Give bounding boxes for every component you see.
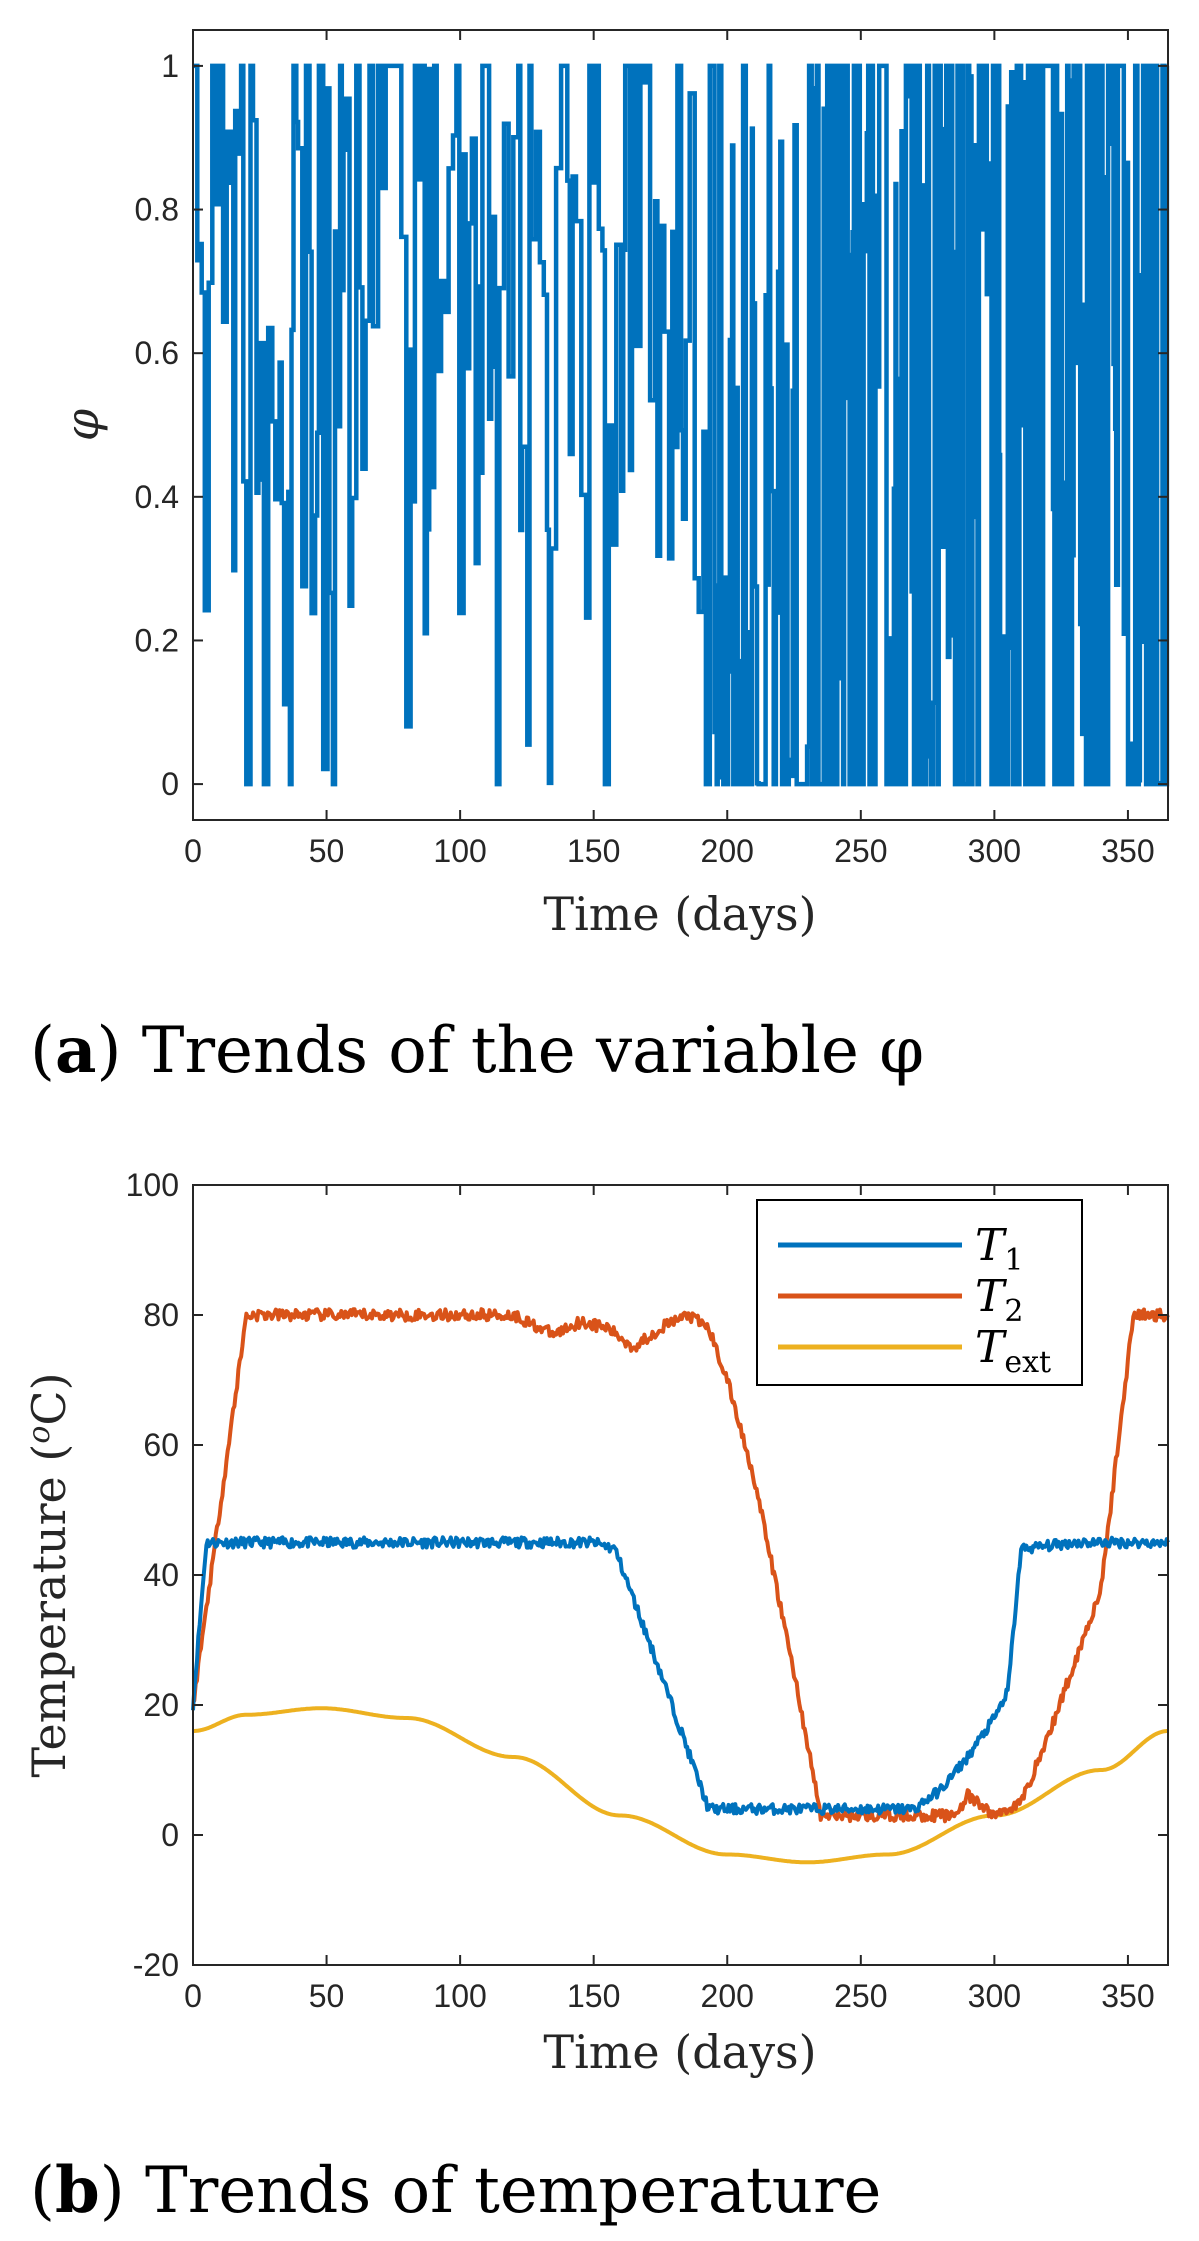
series-t1-line (191, 1535, 1170, 1816)
b-ytick-label-2: 20 (143, 1687, 179, 1723)
b-xtick-label-7: 350 (1101, 1978, 1154, 2014)
b-xtick-label-0: 0 (184, 1978, 202, 2014)
legend: T1 T2 Text (756, 1199, 1083, 1386)
a-ytick-label-5: 1 (161, 48, 179, 84)
legend-label-text: Text (975, 1322, 1051, 1380)
a-xtick-label-1: 50 (309, 833, 345, 869)
a-ytick-label-4: 0.8 (135, 192, 179, 228)
a-xtick-label-5: 250 (834, 833, 887, 869)
y-axis-label-a: φ (55, 408, 109, 441)
x-ticks-a: 0 50 100 150 200 250 300 350 (184, 30, 1155, 869)
caption-letter-b: b (55, 2153, 100, 2228)
a-xtick-label-6: 300 (968, 833, 1021, 869)
legend-entry-t1: T1 (778, 1220, 1023, 1278)
a-xtick-label-7: 350 (1101, 833, 1154, 869)
ylabel-part-1: Temperature ( (22, 1444, 76, 1778)
legend-entry-t2: T2 (778, 1271, 1023, 1329)
y-axis-label-b: Temperature (oC) (22, 1372, 76, 1777)
x-axis-label-a: Time (days) (543, 887, 816, 941)
b-ytick-label-6: 100 (126, 1167, 179, 1203)
caption-a: (a) Trends of the variable φ (30, 1013, 924, 1088)
ylabel-part-2: o (22, 1426, 57, 1444)
legend-label-t2: T2 (975, 1271, 1023, 1329)
caption-text-b: Trends of temperature (125, 2154, 882, 2228)
caption-letter-a: a (55, 1013, 96, 1088)
a-xtick-label-3: 150 (567, 833, 620, 869)
chart-phi: 0 50 100 150 200 250 300 350 0 0.2 0.4 0.6 0.8 1 Tim… (30, 29, 1170, 1088)
phi-series-group (193, 63, 1170, 787)
caption-b: (b) Trends of temperature (30, 2153, 881, 2228)
x-axis-label-b: Time (days) (543, 2025, 816, 2079)
a-xtick-label-2: 100 (433, 833, 486, 869)
a-ytick-label-3: 0.6 (135, 335, 179, 371)
legend-label-t1: T1 (975, 1220, 1023, 1278)
b-ytick-label-5: 80 (143, 1297, 179, 1333)
x-ticks-b: 0 50 100 150 200 250 300 350 (184, 1185, 1155, 2014)
b-xtick-label-5: 250 (834, 1978, 887, 2014)
legend-box (756, 1199, 1083, 1386)
legend-entry-text: Text (778, 1322, 1051, 1380)
b-ytick-label-0: -20 (133, 1947, 179, 1983)
b-xtick-label-2: 100 (433, 1978, 486, 2014)
axes-box-a (192, 29, 1169, 821)
y-ticks-a: 0 0.2 0.4 0.6 0.8 1 (135, 48, 1168, 802)
a-xtick-label-4: 200 (701, 833, 754, 869)
caption-text-a: Trends of the variable φ (121, 1014, 924, 1088)
b-xtick-label-6: 300 (968, 1978, 1021, 2014)
b-xtick-label-4: 200 (701, 1978, 754, 2014)
b-xtick-label-1: 50 (309, 1978, 345, 2014)
a-ytick-label-0: 0 (161, 766, 179, 802)
a-xtick-label-0: 0 (184, 833, 202, 869)
b-xtick-label-3: 150 (567, 1978, 620, 2014)
series-phi-line (193, 63, 1170, 787)
y-ticks-b: -20 0 20 40 60 80 100 (126, 1167, 1168, 1983)
series-t2-line (192, 1307, 1170, 1824)
b-ytick-label-4: 60 (143, 1427, 179, 1463)
a-ytick-label-2: 0.4 (135, 479, 179, 515)
a-ytick-label-1: 0.2 (135, 622, 179, 658)
temperature-series-group (191, 1307, 1170, 1865)
ylabel-part-3: C) (22, 1372, 76, 1425)
b-ytick-label-1: 0 (161, 1817, 179, 1853)
b-ytick-label-3: 40 (143, 1557, 179, 1593)
